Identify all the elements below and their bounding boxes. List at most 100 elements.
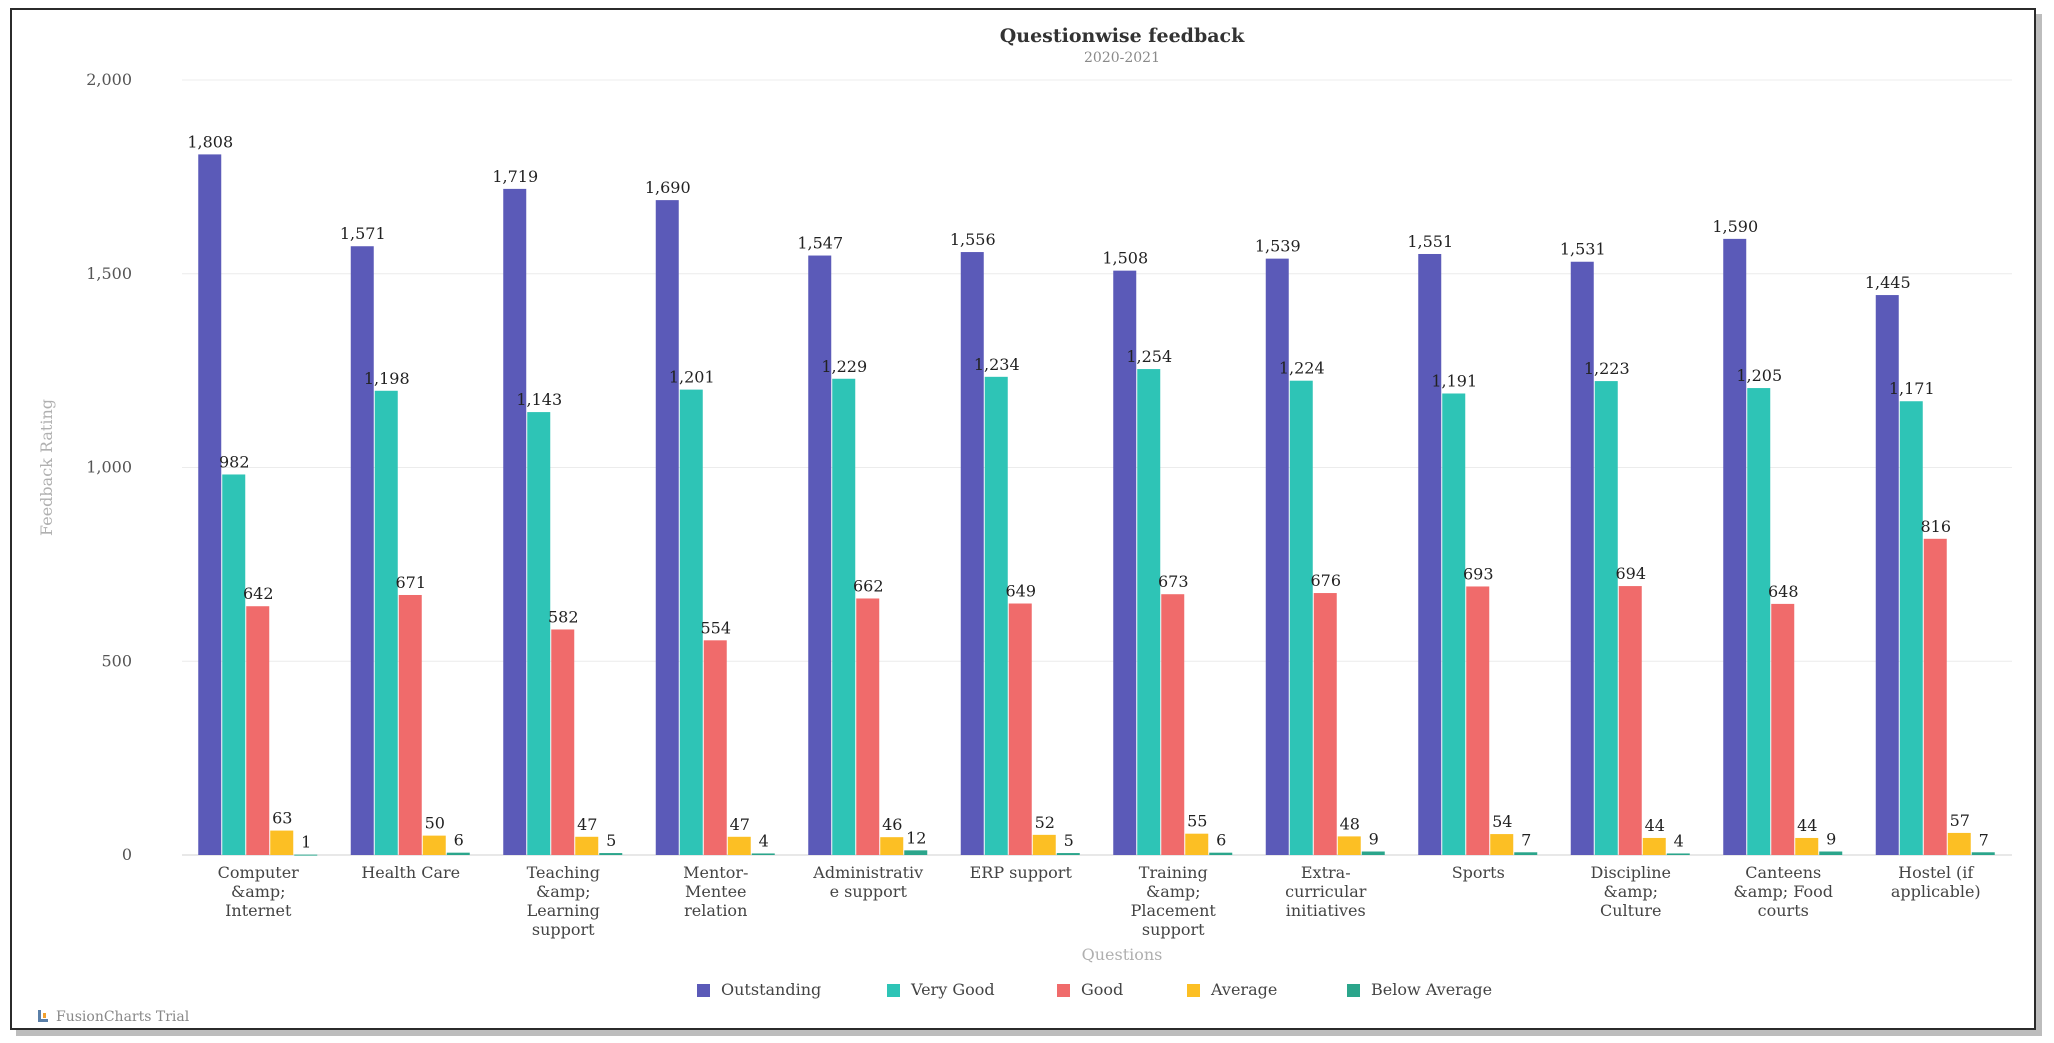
x-tick-line: Computer [218,863,299,882]
bar[interactable] [1899,401,1923,855]
data-label: 9 [1826,830,1836,849]
data-label: 1,254 [1126,347,1172,366]
bar[interactable] [1032,834,1056,855]
x-tick-line: &amp; [1603,882,1658,901]
bar[interactable] [446,852,470,855]
legend-item[interactable]: Outstanding [697,980,821,999]
legend-swatch [1347,984,1360,997]
legend-item[interactable]: Average [1187,980,1277,999]
bar[interactable] [222,474,246,855]
bar[interactable] [727,836,751,855]
x-tick-line: applicable) [1891,882,1981,901]
legend-item[interactable]: Very Good [887,980,995,999]
y-tick-label: 1,500 [86,264,132,283]
y-tick-label: 2,000 [86,70,132,89]
bar[interactable] [1161,594,1185,855]
legend-item[interactable]: Below Average [1347,980,1492,999]
data-label: 54 [1492,812,1512,831]
bar[interactable] [503,188,527,855]
bar[interactable] [1723,238,1747,855]
bar[interactable] [1594,381,1618,855]
x-tick-label: Training &amp; Placement support [1131,863,1217,939]
bar[interactable] [1795,837,1819,855]
x-tick-label: Sports [1452,863,1505,882]
bar[interactable] [1289,380,1313,855]
bar[interactable] [1466,586,1490,855]
bar[interactable] [1137,369,1161,855]
x-tick-line: Sports [1452,863,1505,882]
gridlines [182,79,2012,856]
bar[interactable] [422,835,446,855]
x-tick-line: Extra- [1301,863,1351,882]
bar[interactable] [374,390,398,855]
bar[interactable] [1442,393,1466,855]
bar[interactable] [1337,836,1361,855]
data-label: 55 [1187,812,1207,831]
bar[interactable] [1514,852,1538,855]
data-label: 6 [1216,831,1226,850]
bar[interactable] [1056,853,1080,855]
bar[interactable] [904,850,928,855]
bar[interactable] [1771,603,1795,855]
bar[interactable] [1947,832,1971,855]
bar[interactable] [575,836,599,855]
bar[interactable] [984,376,1008,855]
data-label: 5 [1064,831,1074,850]
bar[interactable] [880,837,904,855]
x-tick-line: curricular [1285,882,1367,901]
bar[interactable] [198,154,222,855]
data-label: 6 [454,831,464,850]
y-axis-title: Feedback Rating [37,399,56,536]
bar[interactable] [1875,295,1899,855]
x-tick-line: Canteens [1745,863,1821,882]
bar[interactable] [1490,834,1514,855]
legend-swatch [887,984,900,997]
bar[interactable] [1971,852,1995,855]
data-label: 554 [700,618,731,637]
bar[interactable] [294,854,318,856]
data-label: 1,508 [1102,249,1148,268]
bar[interactable] [270,830,294,855]
bar[interactable] [1819,851,1843,855]
bar[interactable] [832,378,856,855]
bar[interactable] [679,389,703,855]
bar[interactable] [808,255,832,856]
bars [198,154,1995,856]
bar[interactable] [1570,261,1594,855]
legend-item[interactable]: Good [1057,980,1123,999]
data-label: 1,551 [1407,232,1453,251]
x-tick-line: Administrativ [812,863,923,882]
bar[interactable] [1923,538,1947,855]
bar[interactable] [1666,853,1690,855]
x-tick-label: Extra-curricular initiatives [1285,863,1367,920]
bar[interactable] [246,606,270,855]
bar[interactable] [398,594,422,855]
bar[interactable] [1265,258,1289,855]
bar[interactable] [350,246,374,856]
bar[interactable] [655,200,679,855]
bar[interactable] [527,412,551,855]
bar[interactable] [599,853,623,855]
bar[interactable] [1209,852,1233,855]
bar[interactable] [1642,837,1666,855]
bar[interactable] [856,598,880,855]
bar[interactable] [703,640,727,855]
bar-chart: Questionwise feedback 2020-2021 0 500 1,00… [37,25,2012,1025]
bar[interactable] [960,252,984,856]
fusioncharts-logo-icon [38,1010,48,1022]
bar[interactable] [751,853,775,855]
bar[interactable] [1313,593,1337,855]
bar[interactable] [1747,388,1771,855]
bar[interactable] [1618,586,1642,855]
credit[interactable]: FusionCharts Trial [38,1009,190,1025]
bar[interactable] [551,629,575,855]
data-label: 676 [1310,571,1341,590]
bar[interactable] [1418,253,1442,856]
bar[interactable] [1185,833,1209,855]
data-label: 1,590 [1712,217,1758,236]
bar[interactable] [1361,851,1385,855]
data-label: 7 [1521,830,1531,849]
x-tick-label: ERP support [970,863,1073,882]
bar[interactable] [1113,270,1137,855]
bar[interactable] [1008,603,1032,855]
